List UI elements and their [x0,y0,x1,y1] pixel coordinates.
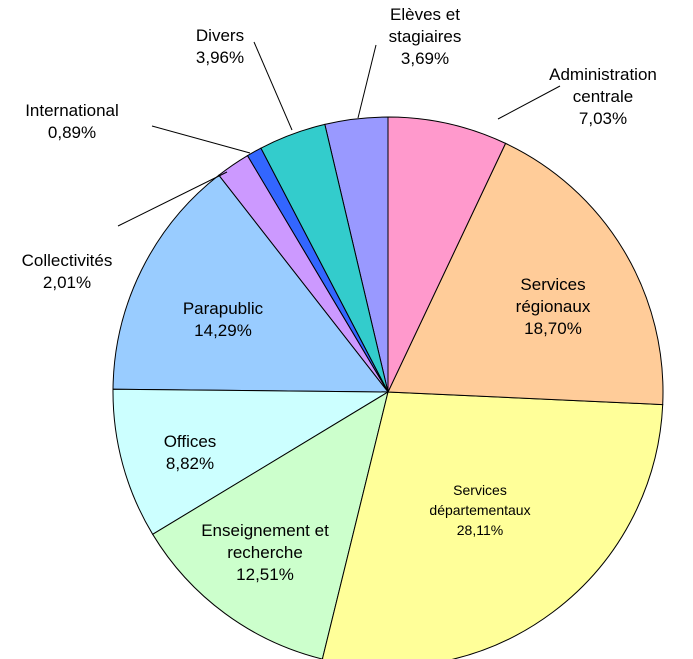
pie-slice [321,391,664,659]
category-label: Services départementaux [429,482,531,518]
pie-slice [112,388,390,535]
leader-line [151,125,251,154]
category-label: Collectivités [21,251,113,270]
pie-slice [151,390,389,659]
slice-label: Divers 3,96% [153,25,288,69]
value-label: 3,69% [400,49,450,68]
leader-lines [117,41,561,227]
leader-line [253,41,293,131]
slice-label: Offices 8,82% [123,431,258,475]
category-label: Divers [195,26,245,45]
slice-label: Parapublic 14,29% [156,298,291,342]
leader-line [497,85,561,120]
pie-slice [387,116,507,393]
category-label: Services régionaux [515,275,591,316]
category-label: Elèves et stagiaires [388,5,462,46]
category-label: Administration centrale [549,65,657,106]
leader-line [357,44,377,119]
pie-slice [112,174,390,393]
category-label: International [25,101,119,120]
category-label: Offices [163,432,217,451]
slice-label: Services départementaux 28,11% [413,480,548,540]
value-label: 7,03% [578,109,628,128]
value-label: 12,51% [236,565,294,584]
slice-label: Administration centrale 7,03% [536,64,671,130]
value-label: 3,96% [195,48,245,67]
value-label: 2,01% [42,273,92,292]
slice-label: Services régionaux 18,70% [486,274,621,340]
value-label: 8,82% [165,454,215,473]
slice-label: Collectivités 2,01% [0,250,135,294]
value-label: 18,70% [524,319,582,338]
value-label: 0,89% [47,123,97,142]
slice-label: International 0,89% [5,100,140,144]
slice-label: Elèves et stagiaires 3,69% [358,4,493,70]
category-label: Enseignement et recherche [201,521,329,562]
slice-label: Enseignement et recherche 12,51% [190,520,340,586]
category-label: Parapublic [182,299,264,318]
value-label: 28,11% [456,522,504,538]
pie-slice [387,142,664,406]
value-label: 14,29% [194,321,252,340]
leader-line [117,171,228,227]
